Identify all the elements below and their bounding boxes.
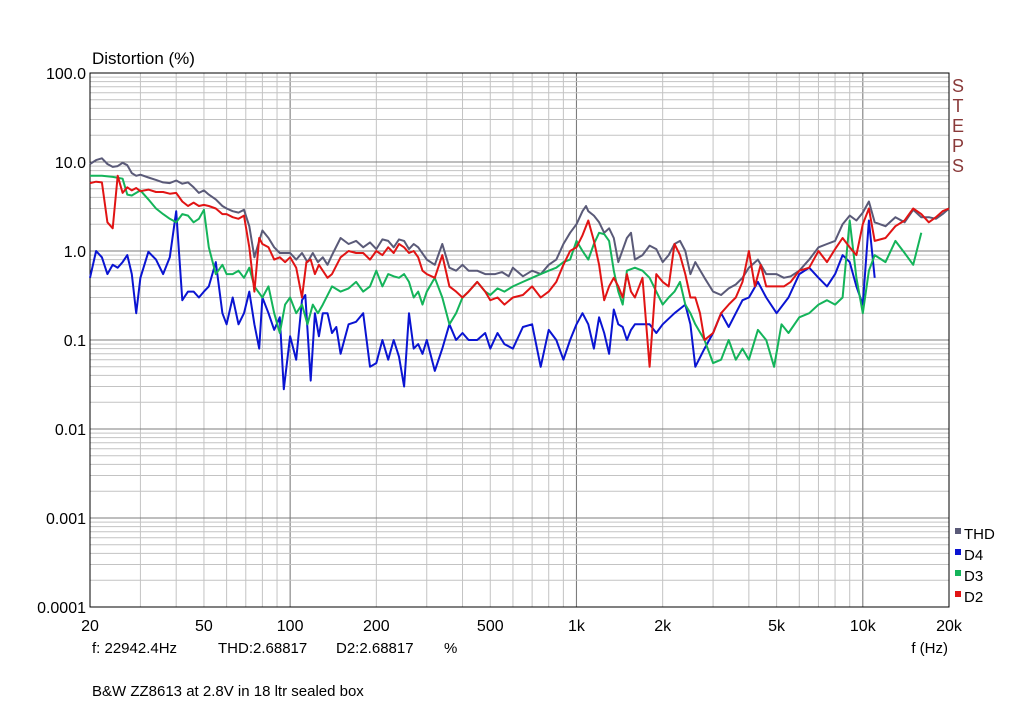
chart-caption: B&W ZZ8613 at 2.8V in 18 ltr sealed box <box>92 683 364 700</box>
watermark-letter: T <box>953 96 964 116</box>
watermark-letter: S <box>952 156 964 176</box>
y-tick-label: 0.0001 <box>37 600 86 617</box>
y-axis-label: Distortion (%) <box>92 49 195 68</box>
legend-swatch-d4 <box>955 549 961 555</box>
x-tick-label: 100 <box>277 618 304 635</box>
x-tick-label: 1k <box>568 618 586 635</box>
y-tick-labels: 100.0 10.0 1.0 0.1 0.01 0.001 0.0001 <box>37 66 86 617</box>
status-thd: THD:2.68817 <box>218 640 307 657</box>
x-tick-label: 200 <box>363 618 390 635</box>
x-tick-label: 2k <box>654 618 672 635</box>
status-unit: % <box>444 640 457 657</box>
x-tick-label: 5k <box>768 618 786 635</box>
x-tick-labels: 20 50 100 200 500 1k 2k 5k 10k 20k <box>81 618 963 635</box>
legend-swatch-d3 <box>955 570 961 576</box>
y-tick-label: 100.0 <box>46 66 86 83</box>
legend-swatch-d2 <box>955 591 961 597</box>
y-tick-label: 0.001 <box>46 511 86 528</box>
series-line-d2 <box>89 174 950 368</box>
legend-label-thd: THD <box>964 526 995 543</box>
series-line-thd <box>89 157 950 296</box>
x-tick-label: 50 <box>195 618 213 635</box>
watermark-letter: S <box>952 76 964 96</box>
series-line-d4 <box>89 210 876 391</box>
y-tick-label: 0.1 <box>64 333 86 350</box>
x-tick-label: 20k <box>936 618 963 635</box>
watermark-letter: P <box>952 136 964 156</box>
y-tick-label: 1.0 <box>64 244 86 261</box>
series-lines <box>89 157 950 391</box>
legend-label-d2: D2 <box>964 589 983 606</box>
legend: THD D4 D3 D2 <box>955 526 995 606</box>
watermark-letter: E <box>952 116 964 136</box>
grid <box>89 73 950 607</box>
x-axis-label: f (Hz) <box>911 640 948 657</box>
x-tick-label: 10k <box>850 618 877 635</box>
x-tick-label: 20 <box>81 618 99 635</box>
y-tick-label: 10.0 <box>55 155 86 172</box>
legend-label-d3: D3 <box>964 568 983 585</box>
x-tick-label: 500 <box>477 618 504 635</box>
legend-swatch-thd <box>955 528 961 534</box>
status-d2: D2:2.68817 <box>336 640 414 657</box>
plot-frame <box>89 72 950 608</box>
legend-label-d4: D4 <box>964 547 983 564</box>
status-frequency: f: 22942.4Hz <box>92 640 177 657</box>
y-tick-label: 0.01 <box>55 422 86 439</box>
